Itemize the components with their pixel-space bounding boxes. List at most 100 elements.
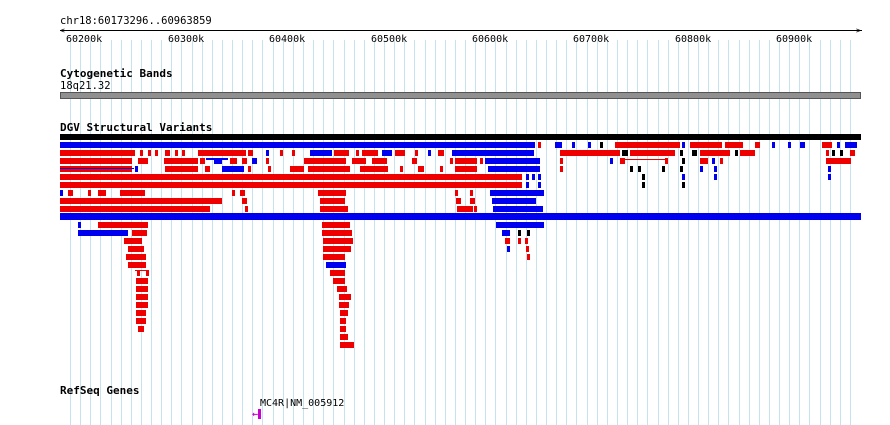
variant-marker[interactable]	[518, 230, 521, 236]
gain-variant[interactable]	[588, 142, 591, 148]
loss-variant[interactable]	[333, 278, 345, 284]
loss-variant[interactable]	[630, 150, 675, 156]
loss-variant[interactable]	[415, 150, 418, 156]
variant-marker[interactable]	[680, 166, 683, 172]
gain-variant[interactable]	[555, 142, 562, 148]
loss-variant[interactable]	[320, 206, 348, 212]
gain-variant[interactable]	[712, 158, 715, 164]
loss-variant[interactable]	[400, 166, 403, 172]
loss-variant[interactable]	[137, 270, 140, 276]
loss-variant[interactable]	[322, 222, 350, 228]
gain-variant[interactable]	[493, 206, 543, 212]
loss-variant[interactable]	[615, 142, 680, 148]
loss-variant[interactable]	[165, 166, 198, 172]
gain-variant[interactable]	[135, 166, 138, 172]
gain-variant[interactable]	[714, 174, 717, 180]
loss-variant[interactable]	[304, 158, 346, 164]
loss-variant[interactable]	[136, 318, 146, 324]
gain-variant[interactable]	[252, 158, 257, 164]
gain-variant[interactable]	[772, 142, 775, 148]
loss-variant[interactable]	[120, 190, 145, 196]
loss-variant[interactable]	[242, 158, 247, 164]
loss-variant[interactable]	[320, 198, 345, 204]
gain-variant[interactable]	[496, 222, 544, 228]
loss-variant[interactable]	[323, 238, 353, 244]
gain-variant[interactable]	[382, 150, 392, 156]
gain-variant[interactable]	[532, 174, 535, 180]
loss-variant[interactable]	[240, 190, 245, 196]
variant-marker[interactable]	[630, 166, 633, 172]
gain-variant[interactable]	[60, 168, 134, 169]
variant-marker[interactable]	[735, 150, 738, 156]
gain-variant[interactable]	[714, 166, 717, 172]
gain-variant[interactable]	[60, 190, 63, 196]
cytoband-bar[interactable]	[60, 92, 861, 99]
loss-variant[interactable]	[725, 142, 743, 148]
variant-marker[interactable]	[527, 230, 530, 236]
loss-variant[interactable]	[60, 174, 522, 180]
variant-marker[interactable]	[680, 150, 683, 156]
loss-variant[interactable]	[339, 294, 351, 300]
loss-variant[interactable]	[308, 166, 350, 172]
loss-variant[interactable]	[690, 142, 722, 148]
loss-variant[interactable]	[560, 150, 620, 156]
loss-variant[interactable]	[60, 198, 222, 204]
loss-variant[interactable]	[337, 286, 347, 292]
gain-variant[interactable]	[266, 150, 269, 156]
gain-variant[interactable]	[502, 230, 510, 236]
loss-variant[interactable]	[560, 166, 563, 172]
loss-variant[interactable]	[280, 150, 283, 156]
variant-marker[interactable]	[832, 150, 835, 156]
gain-variant[interactable]	[572, 142, 575, 148]
loss-variant[interactable]	[323, 246, 351, 252]
variant-marker[interactable]	[642, 174, 645, 180]
loss-variant[interactable]	[340, 310, 348, 316]
variant-marker[interactable]	[682, 182, 685, 188]
loss-variant[interactable]	[474, 206, 477, 212]
loss-variant[interactable]	[412, 158, 417, 164]
loss-variant[interactable]	[135, 270, 149, 271]
gain-variant[interactable]	[837, 142, 840, 148]
variant-marker[interactable]	[622, 150, 628, 156]
gain-variant[interactable]	[788, 142, 791, 148]
loss-variant[interactable]	[126, 254, 146, 260]
loss-variant[interactable]	[457, 206, 473, 212]
gain-variant[interactable]	[452, 150, 534, 156]
loss-variant[interactable]	[340, 326, 346, 332]
loss-variant[interactable]	[455, 158, 477, 164]
loss-variant[interactable]	[560, 158, 563, 164]
gain-variant[interactable]	[490, 190, 544, 196]
variant-marker[interactable]	[600, 142, 603, 148]
loss-variant[interactable]	[132, 230, 147, 236]
loss-variant[interactable]	[165, 150, 170, 156]
gain-variant[interactable]	[682, 174, 685, 180]
loss-variant[interactable]	[146, 270, 149, 276]
loss-variant[interactable]	[456, 198, 461, 204]
loss-variant[interactable]	[266, 158, 269, 164]
gain-variant[interactable]	[60, 213, 861, 220]
loss-variant[interactable]	[292, 150, 295, 156]
loss-variant[interactable]	[248, 150, 253, 156]
gain-variant[interactable]	[526, 174, 529, 180]
loss-variant[interactable]	[242, 198, 247, 204]
gain-variant[interactable]	[78, 222, 81, 228]
loss-variant[interactable]	[340, 334, 348, 340]
loss-variant[interactable]	[330, 270, 345, 276]
gain-variant[interactable]	[214, 158, 222, 164]
loss-variant[interactable]	[136, 294, 148, 300]
loss-variant[interactable]	[360, 166, 388, 172]
loss-variant[interactable]	[60, 150, 135, 156]
loss-variant[interactable]	[505, 238, 510, 244]
loss-variant[interactable]	[527, 254, 530, 260]
variant-marker[interactable]	[662, 166, 665, 172]
loss-variant[interactable]	[230, 158, 237, 164]
loss-variant[interactable]	[740, 150, 755, 156]
gene-label[interactable]: MC4R|NM_005912	[260, 398, 345, 409]
gain-variant[interactable]	[828, 166, 831, 172]
loss-variant[interactable]	[175, 150, 178, 156]
loss-variant[interactable]	[356, 150, 359, 156]
loss-variant[interactable]	[352, 158, 366, 164]
loss-variant[interactable]	[138, 158, 148, 164]
gain-variant[interactable]	[828, 174, 831, 180]
gain-variant[interactable]	[485, 158, 540, 164]
